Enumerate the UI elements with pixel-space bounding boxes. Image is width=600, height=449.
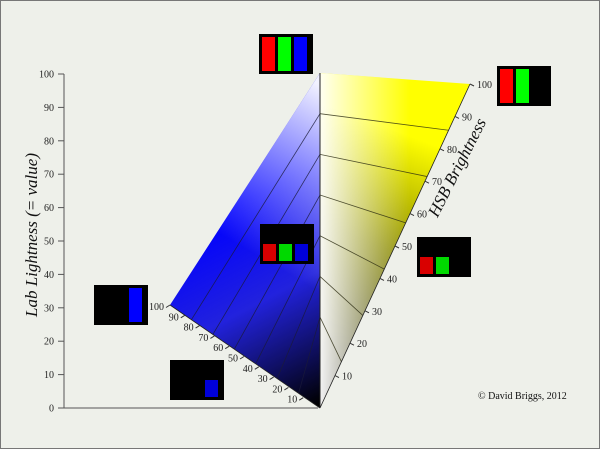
blue-axis-tick-label: 20 [272,384,282,395]
right-axis-tick-label: 40 [387,274,397,285]
blue-axis-tick-label: 80 [184,323,194,334]
left-axis-tick-label: 70 [44,170,54,181]
blue-axis-tick-label: 100 [149,302,164,313]
yellow-face-tint [320,73,470,408]
right-axis-tick [424,180,430,184]
blue-contour-line [298,316,321,394]
yellow-contour-line [319,235,385,270]
yellow-contour-line [319,194,406,224]
swatch-bar-green [436,257,449,274]
left-axis-tick-label: 90 [44,103,54,114]
blue-axis-tick [269,376,274,381]
left-axis-tick-label: 10 [44,370,54,381]
left-axis-tick-label: 100 [39,70,54,81]
blue-axis-tick [180,314,186,319]
right-axis-tick-label: 30 [372,307,382,318]
blue-axis-tick [254,366,260,370]
right-axis-tick [454,115,460,119]
blue-contour-line [233,194,321,350]
blue-axis-tick-label: 90 [169,312,179,323]
right-axis-tick [379,277,385,281]
blue-axis-tick-label: 40 [243,364,253,375]
left-axis-ticks: 0 10 20 30 40 50 60 70 80 90 100 [39,70,64,415]
blue-axis-tick [195,325,200,329]
left-axis-tick-label: 20 [44,337,54,348]
swatch-bar-green [278,37,291,71]
swatch-bar-red [420,257,433,274]
blue-axis-tick [239,356,245,360]
right-axis-tick [439,148,445,152]
blue-axis-tick-label: 60 [213,343,223,354]
left-axis-tick-label: 80 [44,136,54,147]
right-axis-ticks: 10 20 30 40 50 60 70 80 90 100 [334,80,492,383]
blue-bottom-edge [169,304,321,409]
swatch-bar-red [500,69,513,103]
left-axis-tick-label: 30 [44,303,54,314]
yellow-contour-line [319,316,342,362]
blue-axis-ticks: 10 20 30 40 50 60 70 80 90 100 [149,302,304,406]
swatch-bar-red [263,244,276,261]
swatch-bar-green [279,244,292,261]
right-axis-tick-label: 100 [477,80,492,91]
blue-axis-tick [298,397,304,401]
swatch-bar-red [262,37,275,71]
blue-axis-tick-label: 70 [198,333,208,344]
left-axis-tick-label: 0 [49,404,54,415]
blue-axis-tick [224,345,230,350]
right-axis-tick [409,213,415,217]
blue-axis-tick-label: 10 [287,395,297,406]
swatch-bar-blue [129,288,142,322]
blue-axis-tick [284,386,289,391]
blue-axis-tick-label: 50 [228,354,238,365]
credit-text: © David Briggs, 2012 [478,391,567,402]
right-axis-tick-label: 10 [342,372,352,383]
swatch-bar-green [516,69,529,103]
right-axis-tick-label: 90 [462,112,472,123]
yellow-contour-line [319,153,428,177]
right-axis-tick-label: 50 [402,242,412,253]
blue-axis-tick [210,335,215,339]
swatch-boxes [94,34,551,400]
blue-axis-tick [165,304,171,308]
right-axis-tick-label: 80 [447,145,457,156]
left-axis-tick-label: 40 [44,270,54,281]
swatch-bar-blue [294,37,307,71]
yellow-contour-line [319,276,364,316]
right-axis-tick-label: 70 [432,177,442,188]
right-axis-tick [349,342,355,346]
right-axis-tick [469,83,475,87]
left-axis-tick-label: 60 [44,203,54,214]
right-axis-tick [334,375,340,379]
blue-contour-line [276,276,321,379]
swatch-bar-blue [295,244,308,261]
right-axis-tick [364,310,370,314]
right-axis-tick-label: 20 [357,339,367,350]
blue-contour-line [191,113,321,320]
blue-axis-tick-label: 30 [258,374,268,385]
left-axis-tick-label: 50 [44,237,54,248]
blue-face-tint [170,73,320,408]
right-axis-tick [394,245,400,249]
swatch-bar-blue [205,380,218,397]
right-axis-tick-label: 60 [417,210,427,221]
left-axis-title: Lab Lightness (= value) [22,153,41,318]
yellow-contour-line [319,113,449,131]
